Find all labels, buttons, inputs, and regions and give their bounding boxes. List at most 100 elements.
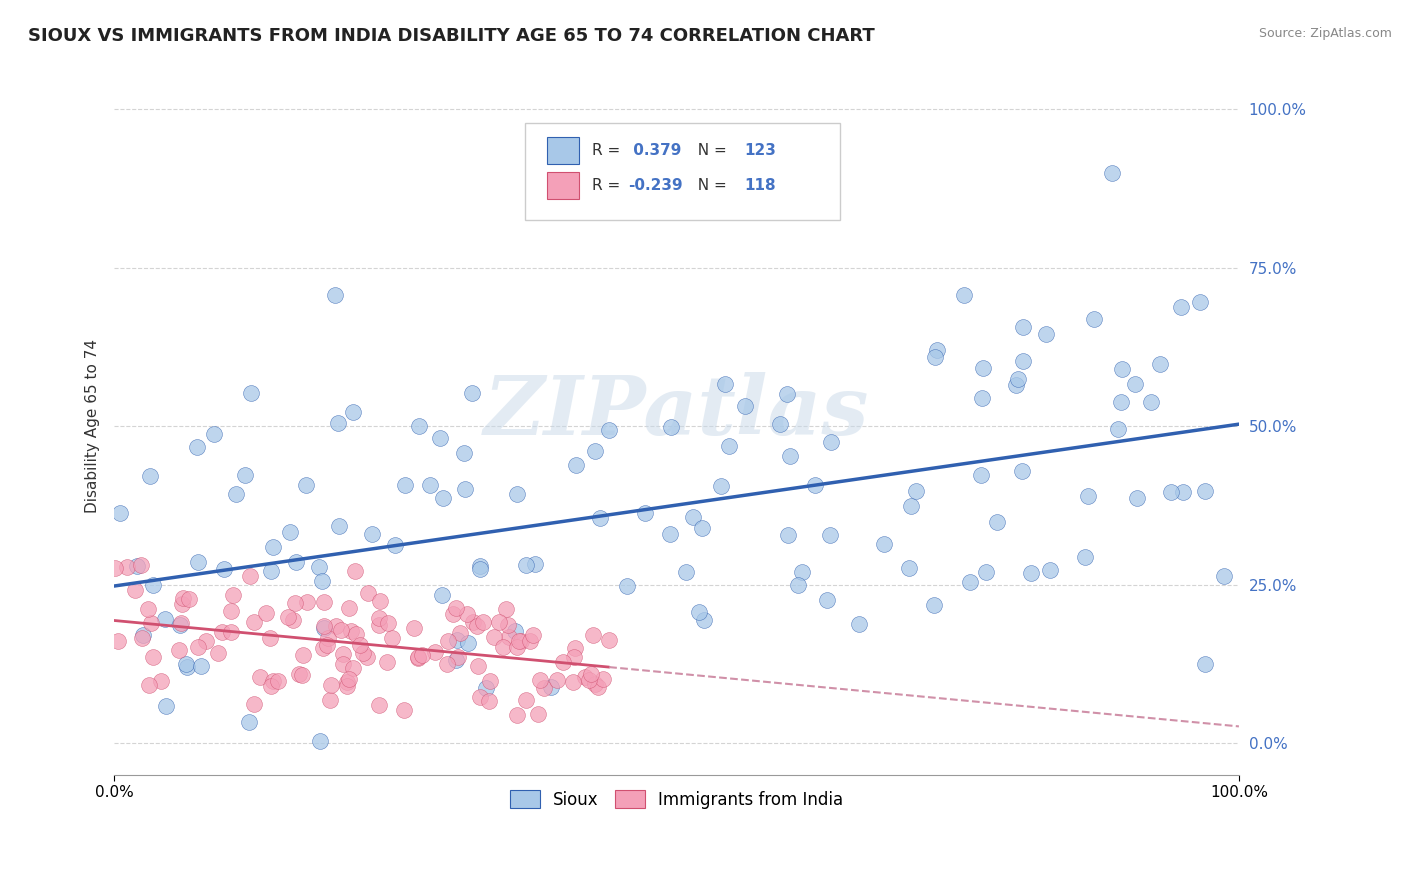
Point bbox=[804, 478, 827, 492]
Point bbox=[495, 601, 517, 615]
Point bbox=[616, 579, 638, 593]
Point bbox=[311, 574, 333, 589]
Point bbox=[970, 391, 993, 405]
Point bbox=[1194, 657, 1216, 671]
Point bbox=[392, 703, 415, 717]
Point bbox=[260, 564, 283, 578]
Point bbox=[506, 640, 529, 654]
Point bbox=[142, 578, 165, 592]
Point bbox=[970, 467, 993, 482]
Point bbox=[325, 619, 347, 633]
Point bbox=[326, 416, 349, 430]
Point bbox=[411, 648, 433, 662]
Point bbox=[924, 351, 946, 365]
Point bbox=[562, 649, 585, 664]
Point bbox=[734, 400, 756, 414]
Point bbox=[291, 668, 314, 682]
Point bbox=[598, 423, 620, 437]
Point bbox=[136, 601, 159, 615]
Point bbox=[659, 420, 682, 434]
Point bbox=[820, 434, 842, 449]
Point bbox=[1101, 166, 1123, 180]
Point bbox=[336, 680, 359, 694]
Point bbox=[344, 626, 367, 640]
Point bbox=[447, 649, 470, 664]
Point bbox=[592, 673, 614, 687]
Point bbox=[142, 650, 165, 665]
Point bbox=[284, 595, 307, 609]
Point bbox=[408, 419, 430, 434]
Point bbox=[498, 630, 520, 644]
Point bbox=[295, 478, 318, 492]
Point bbox=[1077, 489, 1099, 503]
Point bbox=[1039, 563, 1062, 577]
Point bbox=[177, 591, 200, 606]
Point bbox=[478, 694, 501, 708]
Point bbox=[356, 649, 378, 664]
Point bbox=[471, 615, 494, 629]
Point bbox=[202, 427, 225, 442]
Point bbox=[243, 697, 266, 711]
Point bbox=[634, 506, 657, 520]
Point bbox=[207, 646, 229, 660]
Point bbox=[138, 469, 160, 483]
Point bbox=[249, 669, 271, 683]
Point bbox=[222, 589, 245, 603]
Point bbox=[1213, 569, 1236, 583]
Point bbox=[124, 583, 146, 598]
Point bbox=[314, 618, 336, 632]
Text: N =: N = bbox=[688, 178, 731, 193]
Point bbox=[262, 673, 284, 688]
Point bbox=[1109, 395, 1132, 409]
Point bbox=[436, 634, 458, 648]
Point bbox=[1012, 319, 1035, 334]
Point bbox=[357, 586, 380, 600]
Point bbox=[475, 681, 498, 695]
Point bbox=[406, 649, 429, 664]
Point bbox=[1123, 377, 1146, 392]
Point bbox=[212, 562, 235, 576]
Point bbox=[776, 387, 799, 401]
Point bbox=[690, 521, 713, 535]
Point bbox=[1173, 484, 1195, 499]
Point bbox=[688, 605, 710, 619]
Point bbox=[467, 658, 489, 673]
Point bbox=[562, 674, 585, 689]
Point bbox=[312, 621, 335, 635]
Point bbox=[465, 619, 488, 633]
Point bbox=[515, 693, 537, 707]
Point bbox=[335, 675, 357, 690]
Legend: Sioux, Immigrants from India: Sioux, Immigrants from India bbox=[503, 784, 851, 815]
Text: 0.379: 0.379 bbox=[628, 143, 682, 158]
Point bbox=[492, 640, 515, 654]
Point bbox=[540, 680, 562, 694]
Point bbox=[225, 486, 247, 500]
Point bbox=[515, 558, 537, 573]
Point bbox=[312, 640, 335, 655]
Point bbox=[815, 593, 838, 607]
Point bbox=[589, 510, 612, 524]
Point bbox=[779, 449, 801, 463]
Point bbox=[959, 575, 981, 590]
Point bbox=[342, 405, 364, 419]
Point bbox=[319, 692, 342, 706]
Point bbox=[219, 624, 242, 639]
Point bbox=[404, 621, 426, 635]
Text: ZIPatlas: ZIPatlas bbox=[484, 372, 869, 452]
Point bbox=[429, 430, 451, 444]
Point bbox=[713, 376, 735, 391]
Point bbox=[149, 674, 172, 689]
Point bbox=[496, 618, 519, 632]
Point bbox=[432, 491, 454, 506]
Point bbox=[818, 528, 841, 542]
Point bbox=[394, 478, 416, 492]
Point bbox=[190, 658, 212, 673]
Point bbox=[238, 715, 260, 730]
Point bbox=[898, 561, 921, 575]
Point bbox=[277, 610, 299, 624]
Point bbox=[259, 679, 281, 693]
Point bbox=[360, 526, 382, 541]
Point bbox=[278, 842, 301, 856]
Point bbox=[219, 604, 242, 618]
Point bbox=[972, 361, 994, 376]
